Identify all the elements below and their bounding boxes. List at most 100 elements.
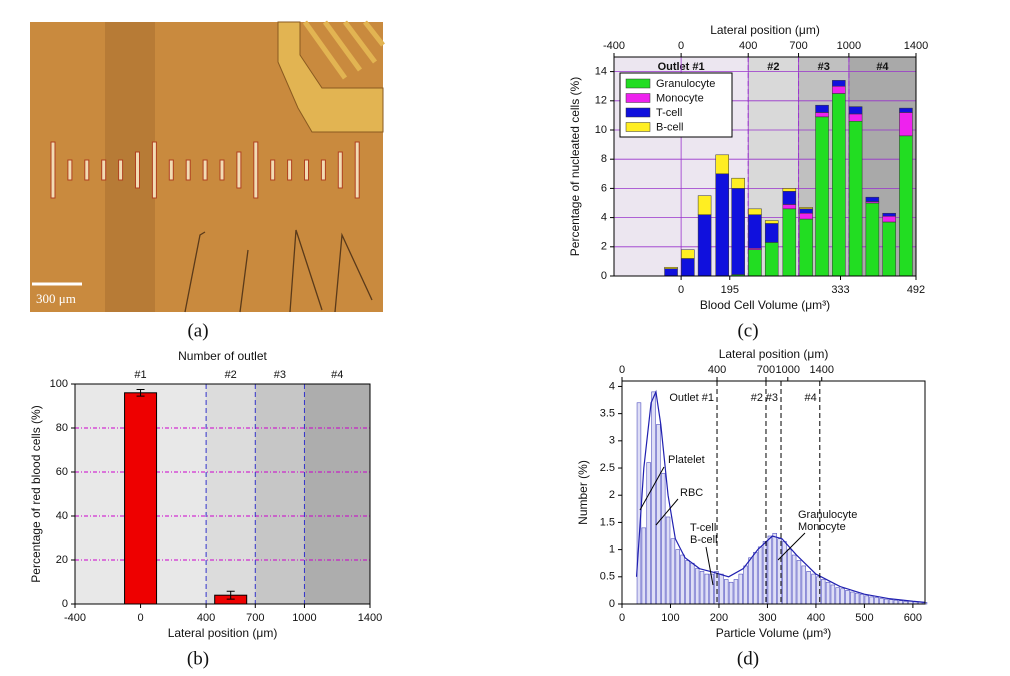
y-tick-label: 0.5 xyxy=(600,571,615,583)
legend-swatch xyxy=(625,122,651,132)
bar-segment xyxy=(799,212,813,220)
y-tick-label: 20 xyxy=(56,554,68,566)
bar-segment xyxy=(815,116,829,277)
top-tick-label: 1000 xyxy=(837,40,861,52)
bar-segment xyxy=(848,106,863,115)
bar-segment xyxy=(865,196,880,202)
electrode xyxy=(354,141,360,199)
bar-segment xyxy=(748,208,762,215)
histogram-bar xyxy=(738,573,743,605)
outlet-label: #4 xyxy=(805,392,817,404)
bar-segment xyxy=(715,173,729,277)
y-tick-label: 8 xyxy=(601,153,607,165)
histogram-bar xyxy=(777,538,782,605)
histogram-bar xyxy=(748,557,753,605)
x-tick-label: 333 xyxy=(831,284,849,296)
y-tick-label: 12 xyxy=(595,95,607,107)
electrode xyxy=(236,151,242,189)
legend-label: B-cell xyxy=(656,121,684,133)
bar-segment xyxy=(748,249,762,277)
y-tick-label: 0 xyxy=(601,270,607,282)
bar-segment xyxy=(882,221,896,277)
bar-segment xyxy=(848,113,863,122)
x-tick-label: 1000 xyxy=(292,612,316,624)
x-tick-label: 492 xyxy=(907,284,925,296)
error-bar xyxy=(136,389,145,397)
histogram-bar xyxy=(704,573,710,605)
top-tick-label: 0 xyxy=(619,364,625,376)
y-tick-label: 0 xyxy=(62,598,68,610)
caption: (d) xyxy=(737,648,759,669)
bar-segment xyxy=(865,202,880,277)
electrode xyxy=(67,159,73,181)
histogram-bar xyxy=(694,568,700,605)
x-axis-label: Lateral position (μm) xyxy=(168,626,278,640)
histogram-bar xyxy=(782,541,787,605)
x-tick-label: 1400 xyxy=(358,612,382,624)
bar-segment xyxy=(764,220,779,224)
y-tick-label: 4 xyxy=(601,212,607,224)
bar xyxy=(124,392,158,605)
electrode-array xyxy=(50,141,360,199)
histogram-bar xyxy=(690,562,695,605)
outlet-label: #2 xyxy=(751,392,763,404)
annotation: RBC xyxy=(680,487,703,499)
histogram-bar xyxy=(864,595,870,605)
y-tick-label: 2 xyxy=(609,489,615,501)
annotation: B-cell xyxy=(690,534,718,546)
top-tick-label: 400 xyxy=(739,40,757,52)
caption: (a) xyxy=(187,320,208,341)
y-tick-label: 0 xyxy=(609,598,615,610)
electrode xyxy=(219,159,225,181)
y-tick-label: 14 xyxy=(595,66,607,78)
electrode xyxy=(320,159,326,181)
electrode xyxy=(287,159,293,181)
histogram-bar xyxy=(801,565,807,605)
histogram-bar xyxy=(665,516,671,605)
top-tick-label: 1400 xyxy=(809,364,833,376)
x-tick-label: 195 xyxy=(721,284,739,296)
histogram-bar xyxy=(753,552,758,605)
electrode xyxy=(84,159,90,181)
y-tick-label: 60 xyxy=(56,466,68,478)
histogram-bar xyxy=(874,597,879,605)
histogram-bar xyxy=(791,554,797,605)
histogram-bar xyxy=(850,591,855,605)
region xyxy=(304,384,370,604)
region xyxy=(206,384,256,604)
bar-segment xyxy=(764,223,779,243)
electrode xyxy=(50,141,56,199)
x-tick-label: 0 xyxy=(619,612,625,624)
y-tick-label: 3 xyxy=(609,435,615,447)
channel-walls xyxy=(184,229,373,313)
annotation: Granulocyte xyxy=(798,509,857,521)
histogram-bar xyxy=(859,593,865,605)
legend-swatch xyxy=(625,93,651,103)
histogram-bar xyxy=(767,535,773,605)
x-tick-label: 500 xyxy=(855,612,873,624)
histogram-bar xyxy=(796,560,802,605)
bar-segment xyxy=(799,218,813,277)
bar-segment xyxy=(899,107,913,113)
y-tick-label: 6 xyxy=(601,182,607,194)
electrode xyxy=(253,141,259,199)
plot-frame xyxy=(621,380,926,605)
histogram-bar xyxy=(806,571,811,605)
bar-segment xyxy=(832,80,846,87)
x-tick-label: 400 xyxy=(807,612,825,624)
x-tick-label: 300 xyxy=(758,612,776,624)
histogram-bar xyxy=(675,549,680,605)
electrode-lines xyxy=(302,20,385,80)
bar-segment xyxy=(832,85,846,94)
legend-label: Monocyte xyxy=(656,92,704,104)
histogram-bar xyxy=(835,587,840,605)
bar-segment xyxy=(899,135,913,277)
histogram-bar xyxy=(636,402,642,605)
histogram-bar xyxy=(830,584,836,605)
histogram-bar xyxy=(641,527,647,605)
histogram-bar xyxy=(825,581,831,605)
region-label: #4 xyxy=(876,61,889,73)
bar-segment xyxy=(731,188,745,275)
electrode xyxy=(101,159,107,181)
x-tick-label: 0 xyxy=(678,284,684,296)
